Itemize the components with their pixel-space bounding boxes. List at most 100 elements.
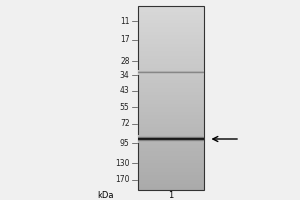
Bar — [138, 114, 204, 115]
Bar — [138, 14, 204, 15]
Bar — [138, 139, 204, 140]
Bar — [138, 179, 204, 180]
Bar — [138, 78, 204, 79]
Bar — [138, 153, 204, 154]
Bar — [138, 44, 204, 45]
Text: 1: 1 — [168, 190, 174, 200]
Bar — [138, 11, 204, 12]
Bar — [138, 65, 204, 66]
Text: kDa: kDa — [97, 190, 113, 200]
Bar — [138, 156, 204, 157]
Bar — [138, 94, 204, 95]
Bar — [138, 128, 204, 129]
Bar — [138, 6, 204, 7]
Bar — [138, 48, 204, 49]
Bar — [138, 53, 204, 54]
Bar — [138, 20, 204, 21]
Text: 72: 72 — [120, 119, 130, 129]
Bar — [138, 159, 204, 160]
Text: 34: 34 — [120, 71, 130, 79]
Bar — [138, 52, 204, 53]
Bar — [138, 7, 204, 8]
Bar — [138, 110, 204, 111]
Bar — [138, 175, 204, 176]
Bar — [138, 60, 204, 61]
Bar — [138, 105, 204, 106]
Bar — [138, 169, 204, 170]
Bar — [138, 152, 204, 153]
Bar — [138, 9, 204, 10]
Bar — [138, 38, 204, 39]
Bar — [138, 30, 204, 31]
Bar — [138, 62, 204, 63]
Bar — [138, 122, 204, 123]
Bar — [138, 136, 204, 137]
Bar — [138, 68, 204, 69]
Bar — [138, 59, 204, 60]
Bar — [138, 178, 204, 179]
Bar — [138, 177, 204, 178]
Bar — [138, 173, 204, 174]
Bar — [138, 74, 204, 75]
Bar — [138, 116, 204, 117]
Bar — [138, 172, 204, 173]
Bar — [138, 17, 204, 18]
Bar — [138, 126, 204, 127]
Bar — [138, 155, 204, 156]
Bar — [138, 170, 204, 171]
Bar — [138, 129, 204, 130]
Bar — [138, 66, 204, 67]
Bar — [138, 16, 204, 17]
Bar — [138, 151, 204, 152]
Bar — [138, 79, 204, 80]
Bar — [138, 158, 204, 159]
Bar — [138, 80, 204, 81]
Bar — [138, 106, 204, 107]
Bar — [138, 180, 204, 181]
Bar — [138, 49, 204, 50]
Bar — [138, 61, 204, 62]
Bar — [138, 26, 204, 27]
Bar — [138, 184, 204, 185]
Bar — [138, 13, 204, 14]
Bar — [138, 125, 204, 126]
Bar — [138, 185, 204, 186]
Bar — [138, 120, 204, 121]
Bar — [138, 37, 204, 38]
Text: 17: 17 — [120, 36, 130, 45]
Bar — [138, 117, 204, 118]
Bar — [138, 73, 204, 74]
Bar — [138, 23, 204, 24]
Bar — [138, 86, 204, 87]
Bar — [138, 154, 204, 155]
Bar — [138, 161, 204, 162]
Bar — [138, 72, 204, 73]
Bar — [138, 115, 204, 116]
Bar — [138, 50, 204, 51]
Bar — [138, 102, 204, 103]
Bar — [138, 104, 204, 105]
Bar — [138, 168, 204, 169]
Bar — [138, 27, 204, 28]
Bar — [138, 91, 204, 92]
Bar — [138, 188, 204, 189]
Text: 43: 43 — [120, 86, 130, 95]
Bar — [138, 21, 204, 22]
Bar — [138, 187, 204, 188]
Bar — [138, 93, 204, 94]
Bar — [138, 54, 204, 55]
Bar — [138, 12, 204, 13]
Bar — [138, 95, 204, 96]
Bar — [138, 121, 204, 122]
Bar — [138, 99, 204, 100]
Bar — [138, 112, 204, 113]
Bar — [138, 55, 204, 56]
Bar — [138, 150, 204, 151]
Bar — [138, 84, 204, 85]
Bar — [138, 174, 204, 175]
Bar — [138, 6, 204, 190]
Bar — [138, 76, 204, 77]
Text: 28: 28 — [120, 56, 130, 66]
Bar — [138, 144, 204, 145]
Bar — [138, 183, 204, 184]
